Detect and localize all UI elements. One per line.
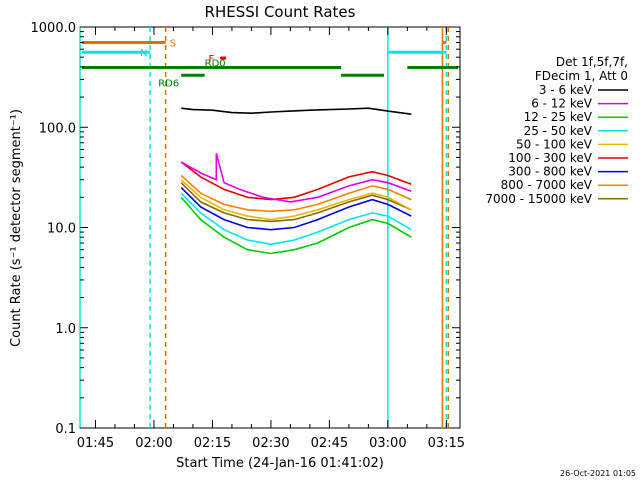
y-tick-label-0.1: 0.1 [55,422,76,437]
y-axis-label: Count Rate (s⁻¹ detector segment⁻¹) [9,109,24,347]
date-stamp: 26-Oct-2021 01:05 [560,469,636,478]
series-line-7000-15000 [180,182,412,223]
series-lines [180,107,412,255]
legend-label-100-300: 100 - 300 keV [508,151,592,165]
x-tick-label-0315: 03:15 [428,436,465,451]
x-tick-label-0200: 02:00 [135,436,172,451]
state-bar-label-rd0: RD0 [205,58,226,69]
y-tick-label-10.0: 10.0 [47,222,76,237]
series-line-25-50 [180,192,412,246]
vertical-markers [79,27,450,428]
series-line-6-12 [180,153,412,203]
chart-title: RHESSI Count Rates [205,3,356,21]
y-tick-label-1000.0: 1000.0 [31,21,77,36]
series-line-3-6 [181,107,412,115]
series-line-300-800 [180,187,412,231]
legend-label-300-800: 300 - 800 keV [508,165,592,179]
state-bar-label-rd6: RD6 [158,78,179,89]
x-tick-label-0230: 02:30 [252,436,289,451]
x-axis-label: Start Time (24-Jan-16 01:41:02) [176,456,384,471]
state-bar-label-n: N [140,48,147,59]
legend-label-50-100: 50 - 100 keV [516,137,593,151]
legend-label-12-25: 12 - 25 keV [524,110,593,124]
legend-header-line-2: FDecim 1, Att 0 [535,69,628,83]
legend-label-800-7000: 800 - 7000 keV [501,178,593,192]
state-bar-label-s: S [170,39,176,50]
legend-label-25-50: 25 - 50 keV [524,124,593,138]
series-line-12-25 [180,196,412,255]
y-tick-label-100.0: 100.0 [39,121,76,136]
x-tick-label-0300: 03:00 [369,436,406,451]
legend-label-6-12: 6 - 12 keV [531,97,593,111]
legend-label-3-6: 3 - 6 keV [539,83,593,97]
axes: 01:45 02:00 02:15 02:30 02:45 03:00 03:15 0.1 1.… [31,21,466,451]
legend-label-7000-15000: 7000 - 15000 keV [485,192,592,206]
x-tick-label-0245: 02:45 [311,436,348,451]
series-line-800-7000 [180,174,412,213]
state-bar-label-f: F [208,54,214,65]
x-tick-label-0215: 02:15 [194,436,231,451]
plot-frame [79,26,461,429]
series-line-100-300 [180,161,412,201]
x-tick-label-0145: 01:45 [77,436,114,451]
legend: Det 1f,5f,7f, FDecim 1, Att 0 3 - 6 keV6… [485,55,628,206]
legend-header-line-1: Det 1f,5f,7f, [556,55,628,69]
y-tick-label-1.0: 1.0 [55,322,76,337]
series-line-50-100 [180,179,412,221]
